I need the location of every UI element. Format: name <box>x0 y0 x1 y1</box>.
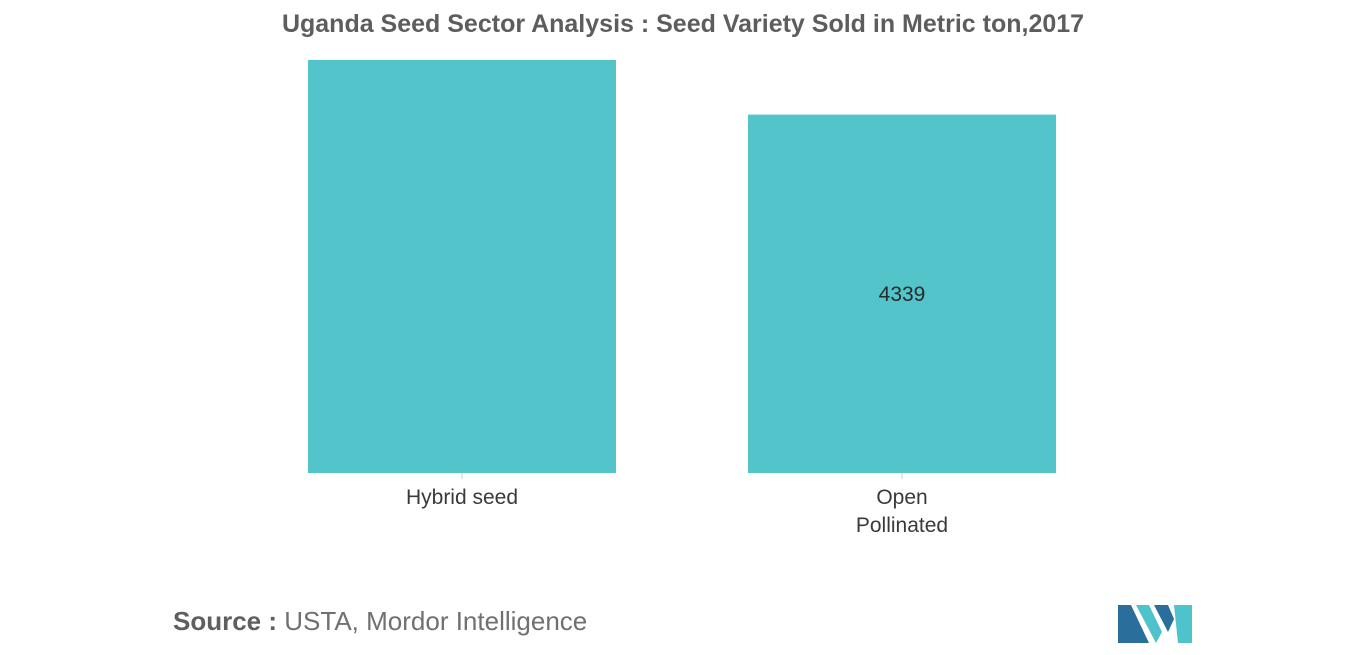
bar-open-pollinated <box>748 114 1056 473</box>
logo-shape-mid-b <box>1154 605 1174 632</box>
bar-hybrid-seed <box>308 60 616 473</box>
logo-shape-mid-a <box>1136 605 1162 643</box>
chart-title: Uganda Seed Sector Analysis : Seed Varie… <box>281 10 1085 38</box>
mordor-logo-icon <box>1118 605 1192 643</box>
logo-shape-left <box>1118 605 1149 643</box>
bar-chart: Hybrid seed Open Pollinated 4339 <box>308 60 1056 537</box>
source-label: Source : <box>173 606 278 636</box>
x-tick-label: Open Pollinated <box>856 486 948 537</box>
source-note: Source : USTA, Mordor Intelligence <box>173 606 587 637</box>
logo-shape-right <box>1174 605 1192 643</box>
x-tick-label: Hybrid seed <box>406 486 518 509</box>
data-label: 4339 <box>879 283 926 306</box>
source-text: USTA, Mordor Intelligence <box>284 606 588 636</box>
